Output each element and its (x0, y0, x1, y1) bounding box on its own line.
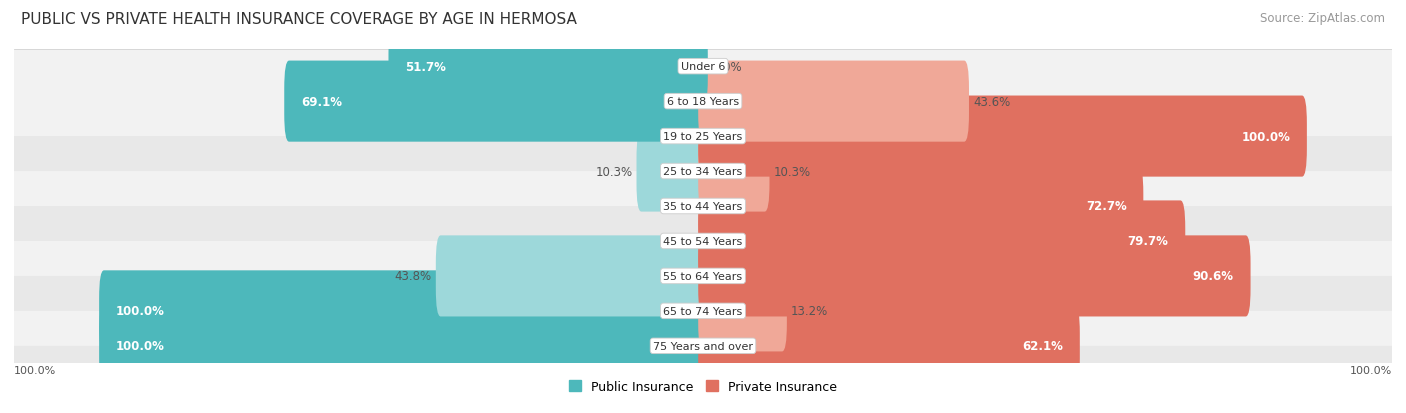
Text: 43.8%: 43.8% (395, 270, 432, 283)
FancyBboxPatch shape (388, 26, 707, 107)
Text: 0.0%: 0.0% (665, 200, 695, 213)
FancyBboxPatch shape (699, 166, 1143, 247)
FancyBboxPatch shape (699, 96, 1306, 177)
Text: 72.7%: 72.7% (1085, 200, 1126, 213)
Text: 51.7%: 51.7% (405, 61, 446, 74)
Text: 35 to 44 Years: 35 to 44 Years (664, 202, 742, 211)
Text: 19 to 25 Years: 19 to 25 Years (664, 132, 742, 142)
Text: 62.1%: 62.1% (1022, 339, 1063, 352)
FancyBboxPatch shape (6, 102, 1400, 241)
Text: 100.0%: 100.0% (115, 339, 165, 352)
FancyBboxPatch shape (699, 131, 769, 212)
Text: 100.0%: 100.0% (115, 305, 165, 318)
FancyBboxPatch shape (6, 276, 1400, 413)
FancyBboxPatch shape (637, 131, 707, 212)
Text: 0.0%: 0.0% (711, 61, 741, 74)
FancyBboxPatch shape (6, 0, 1400, 137)
Text: 75 Years and over: 75 Years and over (652, 341, 754, 351)
Text: 0.0%: 0.0% (665, 235, 695, 248)
FancyBboxPatch shape (284, 62, 707, 142)
Text: 90.6%: 90.6% (1192, 270, 1234, 283)
FancyBboxPatch shape (6, 241, 1400, 381)
Text: 79.7%: 79.7% (1128, 235, 1168, 248)
FancyBboxPatch shape (6, 172, 1400, 311)
Text: 10.3%: 10.3% (595, 165, 633, 178)
Text: 10.3%: 10.3% (773, 165, 811, 178)
Text: 43.6%: 43.6% (973, 95, 1011, 108)
Text: PUBLIC VS PRIVATE HEALTH INSURANCE COVERAGE BY AGE IN HERMOSA: PUBLIC VS PRIVATE HEALTH INSURANCE COVER… (21, 12, 576, 27)
FancyBboxPatch shape (6, 137, 1400, 276)
FancyBboxPatch shape (100, 306, 707, 387)
Text: Source: ZipAtlas.com: Source: ZipAtlas.com (1260, 12, 1385, 25)
FancyBboxPatch shape (699, 62, 969, 142)
Text: 6 to 18 Years: 6 to 18 Years (666, 97, 740, 107)
FancyBboxPatch shape (6, 32, 1400, 172)
FancyBboxPatch shape (436, 236, 707, 317)
Text: 100.0%: 100.0% (14, 366, 56, 375)
Text: 45 to 54 Years: 45 to 54 Years (664, 236, 742, 247)
FancyBboxPatch shape (699, 271, 787, 351)
Legend: Public Insurance, Private Insurance: Public Insurance, Private Insurance (564, 375, 842, 398)
Text: 25 to 34 Years: 25 to 34 Years (664, 166, 742, 177)
Text: 13.2%: 13.2% (792, 305, 828, 318)
Text: 100.0%: 100.0% (1350, 366, 1392, 375)
Text: 65 to 74 Years: 65 to 74 Years (664, 306, 742, 316)
FancyBboxPatch shape (699, 201, 1185, 282)
Text: Under 6: Under 6 (681, 62, 725, 72)
FancyBboxPatch shape (100, 271, 707, 351)
FancyBboxPatch shape (699, 306, 1080, 387)
Text: 55 to 64 Years: 55 to 64 Years (664, 271, 742, 281)
FancyBboxPatch shape (6, 206, 1400, 346)
Text: 100.0%: 100.0% (1241, 130, 1291, 143)
FancyBboxPatch shape (699, 236, 1250, 317)
Text: 69.1%: 69.1% (301, 95, 342, 108)
Text: 0.0%: 0.0% (665, 130, 695, 143)
FancyBboxPatch shape (6, 67, 1400, 206)
